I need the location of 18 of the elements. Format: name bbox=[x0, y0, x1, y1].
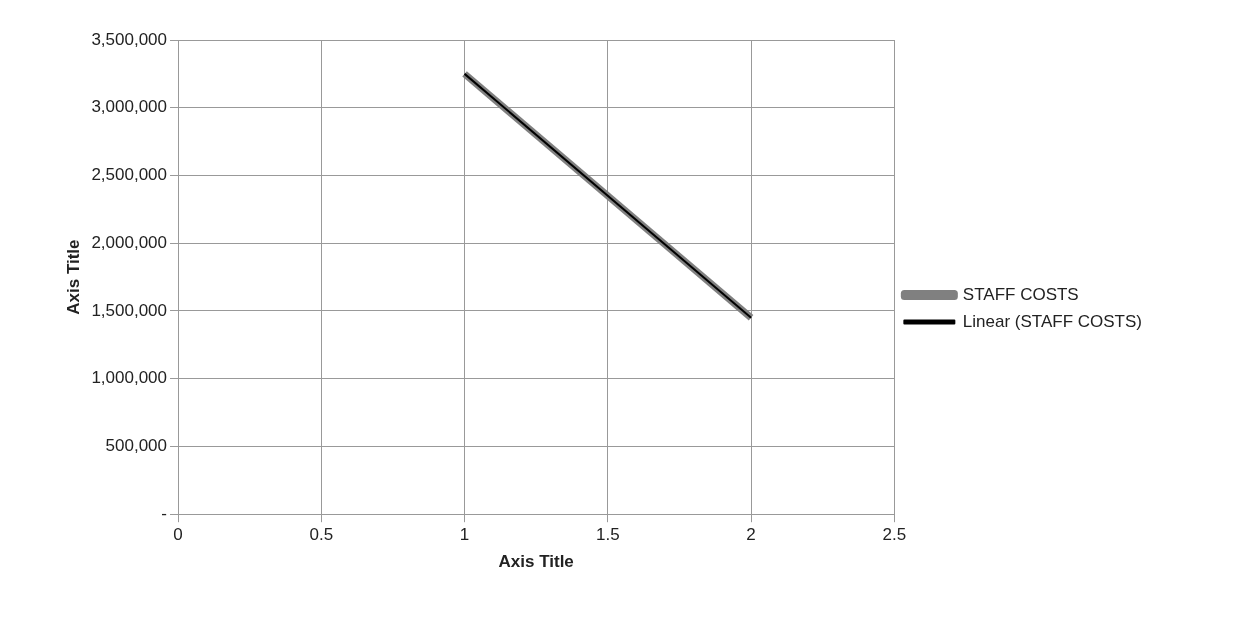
y-axis-title: Axis Title bbox=[63, 239, 83, 315]
x-tick-label: 2 bbox=[746, 525, 756, 545]
y-tick-label: 3,000,000 bbox=[91, 97, 168, 117]
y-tick-label: - bbox=[161, 503, 168, 523]
y-tick-label: 1,500,000 bbox=[91, 300, 168, 320]
x-tick-label: 2.5 bbox=[882, 525, 907, 545]
y-tick-label: 2,000,000 bbox=[91, 232, 168, 252]
x-axis-title: Axis Title bbox=[498, 552, 574, 572]
x-tick-label: 1.5 bbox=[596, 525, 620, 545]
legend-label: Linear (STAFF COSTS) bbox=[962, 311, 1142, 331]
x-tick-label: 1 bbox=[459, 525, 470, 545]
y-tick-label: 1,000,000 bbox=[91, 368, 168, 388]
y-tick-label: 500,000 bbox=[105, 436, 168, 456]
y-tick-label: 3,500,000 bbox=[91, 29, 168, 49]
legend-label: STAFF COSTS bbox=[962, 284, 1079, 304]
x-tick-label: 0.5 bbox=[309, 525, 334, 545]
x-tick-label: 0 bbox=[173, 525, 183, 545]
y-tick-label: 2,500,000 bbox=[91, 165, 168, 185]
